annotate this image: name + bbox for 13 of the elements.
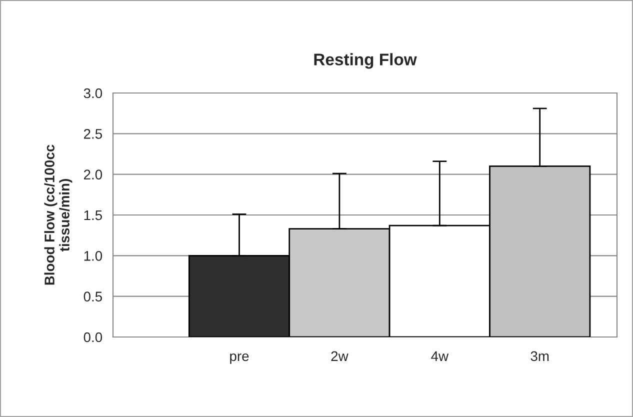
chart-title: Resting Flow	[314, 53, 417, 69]
x-tick-label: 3m	[530, 351, 549, 362]
y-tick-label: 0.0	[84, 332, 102, 342]
y-tick-label: 2.0	[84, 170, 102, 180]
y-tick-label: 0.5	[84, 292, 102, 302]
y-tick-label: 1.5	[84, 210, 102, 220]
x-tick-label: 4w	[431, 351, 449, 361]
y-axis-title: Blood Flow (cc/100cc tissue/min)	[44, 144, 72, 285]
y-tick-label: 3.0	[84, 88, 102, 98]
x-tick-label: 2w	[331, 351, 348, 361]
x-tick-label: pre	[230, 353, 249, 364]
y-tick-label: 1.0	[84, 251, 102, 261]
y-tick-label: 2.5	[84, 129, 102, 139]
